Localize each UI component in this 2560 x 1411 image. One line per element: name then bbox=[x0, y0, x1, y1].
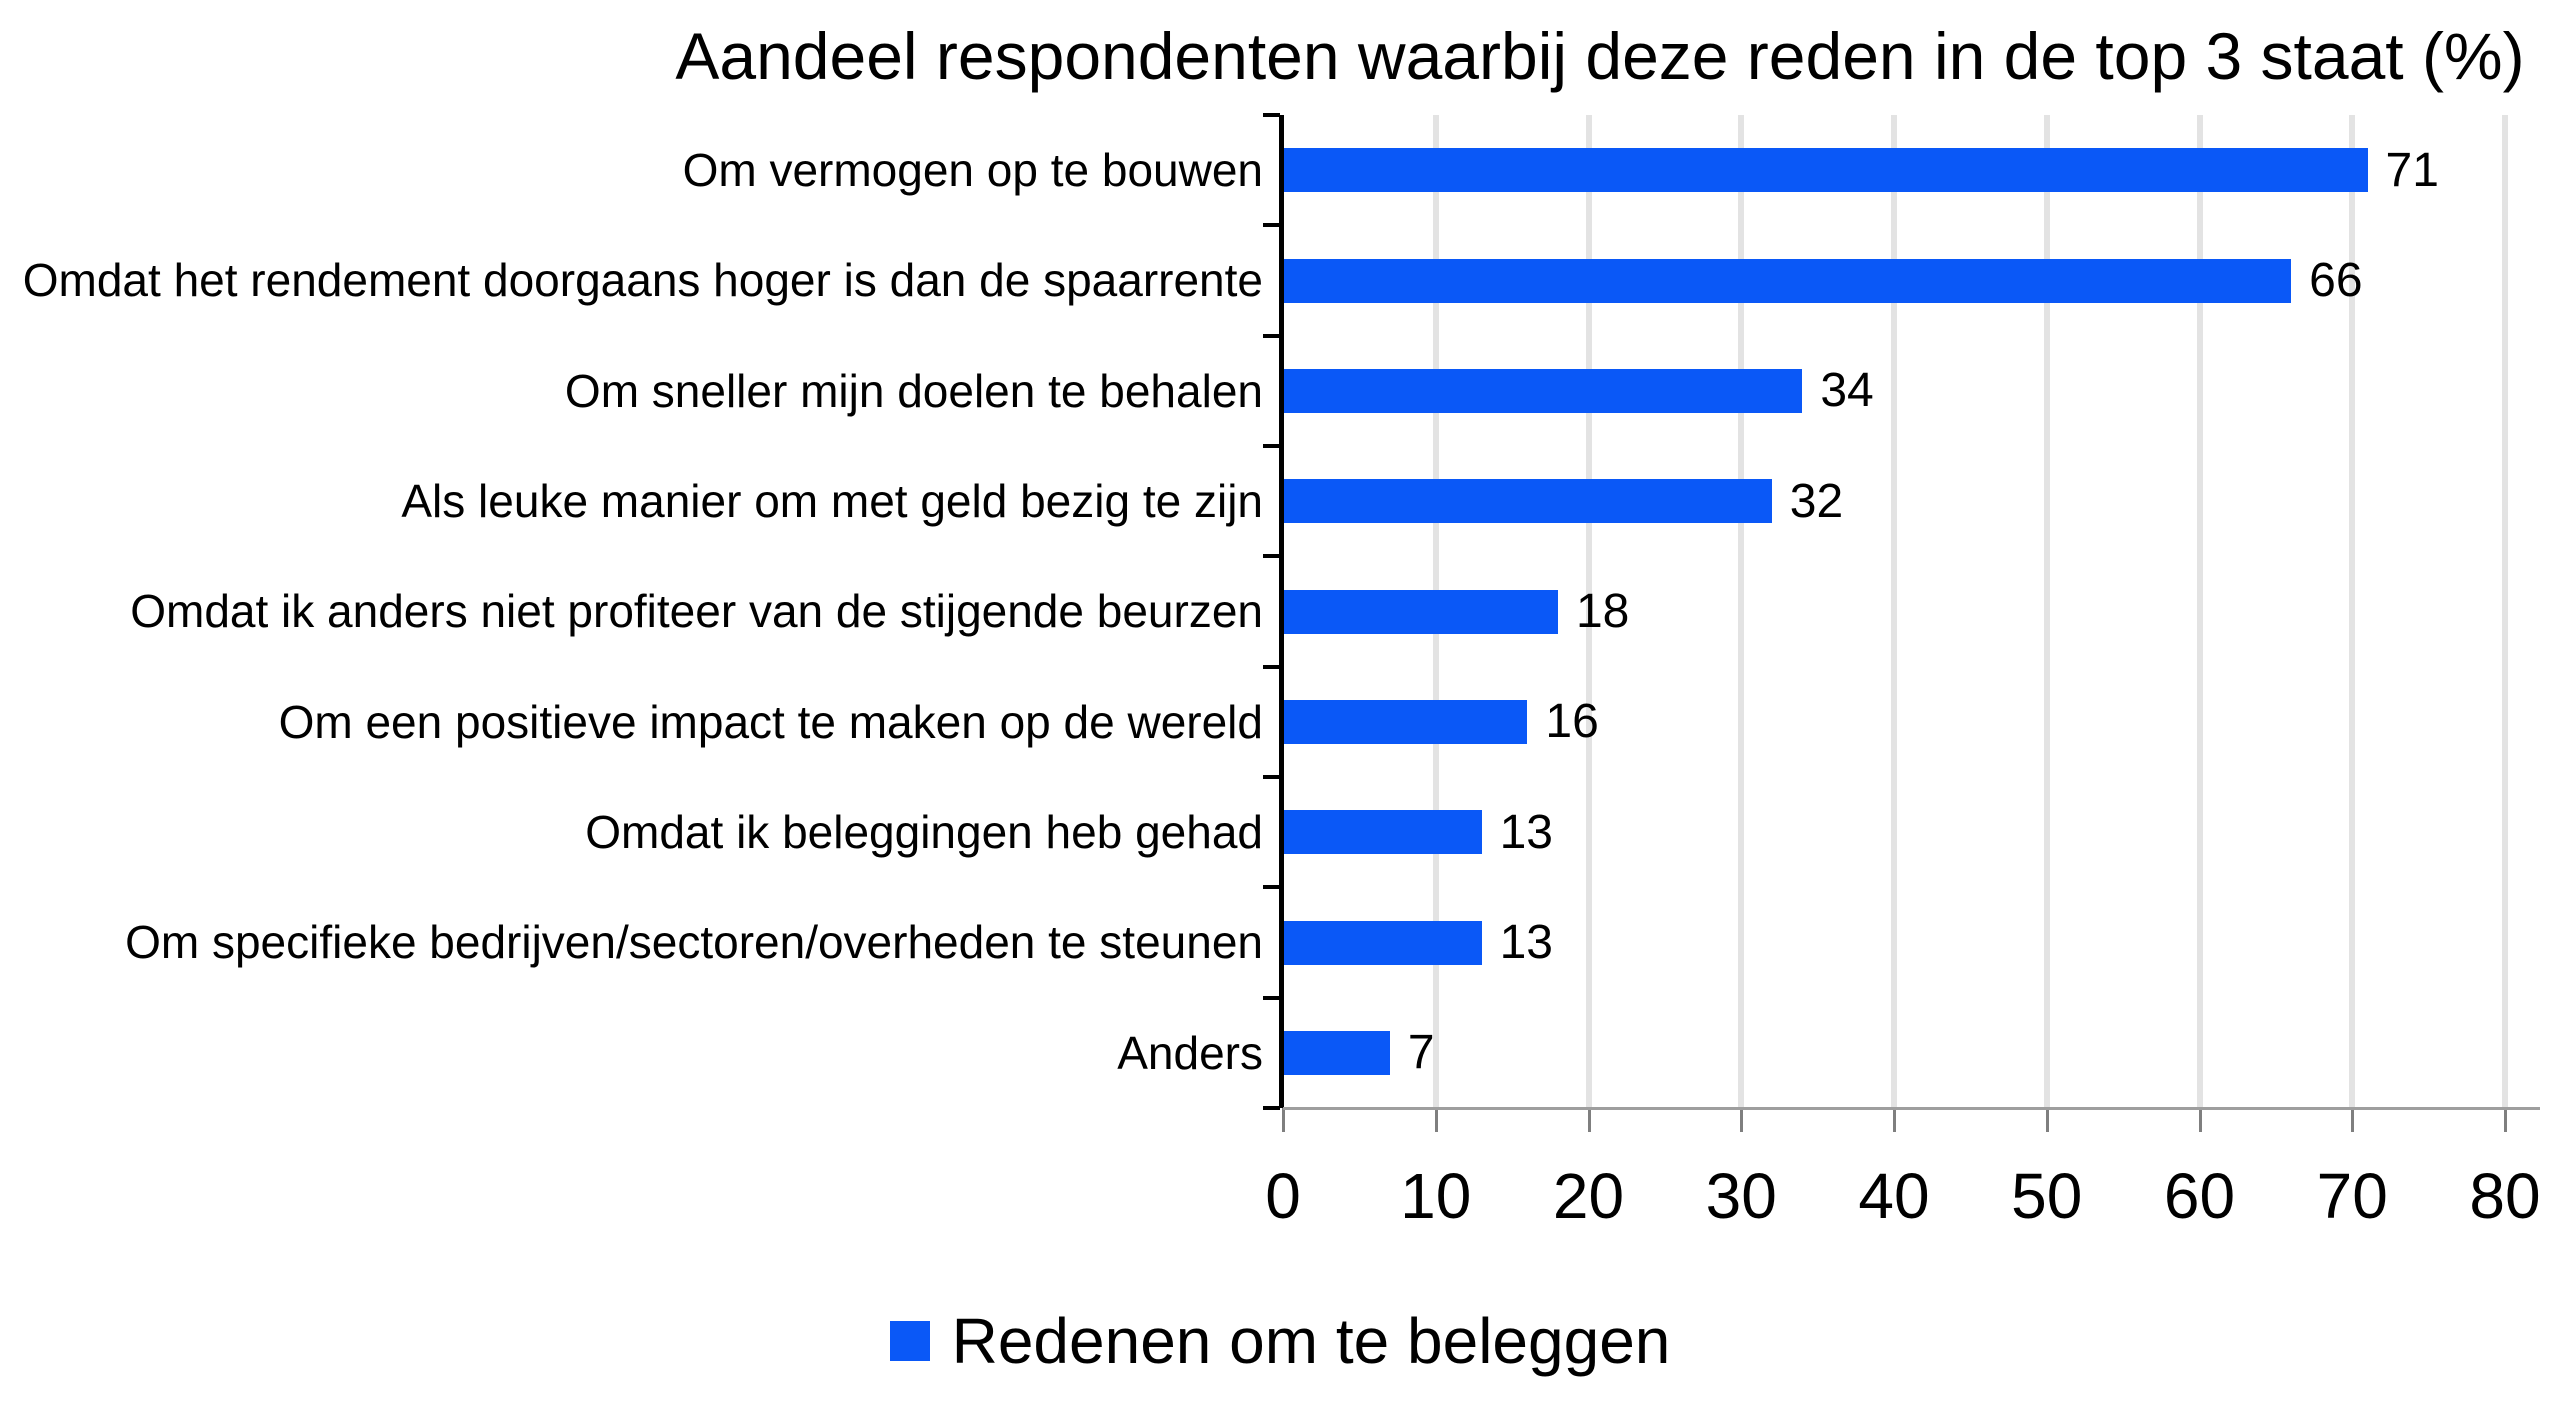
x-axis-line bbox=[1283, 1107, 2540, 1110]
x-axis-tick bbox=[1740, 1108, 1744, 1132]
value-label: 18 bbox=[1575, 584, 1630, 638]
x-axis-tick bbox=[1587, 1108, 1591, 1132]
category-label: Omdat ik anders niet profiteer van de st… bbox=[130, 585, 1263, 638]
bar bbox=[1283, 699, 1528, 744]
x-axis-tick bbox=[2504, 1108, 2507, 1132]
category-label: Omdat het rendement doorgaans hoger is d… bbox=[22, 254, 1263, 307]
gridline bbox=[1585, 115, 1592, 1108]
y-axis-tick bbox=[1263, 664, 1280, 669]
chart-title: Aandeel respondenten waarbij deze reden … bbox=[675, 19, 2525, 93]
y-axis-tick bbox=[1263, 444, 1280, 448]
x-axis-tick bbox=[2351, 1108, 2355, 1132]
y-axis-tick bbox=[1263, 995, 1280, 1000]
value-label: 13 bbox=[1499, 915, 1553, 969]
x-axis-tick-label: 80 bbox=[2469, 1160, 2541, 1232]
value-label: 66 bbox=[2309, 253, 2363, 307]
bar bbox=[1283, 1030, 1390, 1075]
y-axis-tick bbox=[1263, 333, 1280, 338]
bar bbox=[1283, 368, 1803, 413]
gridline bbox=[1738, 115, 1745, 1108]
category-label: Om specifieke bedrijven/sectoren/overhed… bbox=[125, 916, 1263, 969]
x-axis-tick-label: 30 bbox=[1705, 1160, 1777, 1232]
x-axis-tick-label: 50 bbox=[2011, 1160, 2083, 1232]
value-label: 7 bbox=[1407, 1026, 1435, 1080]
value-label: 32 bbox=[1789, 474, 1844, 528]
x-axis-tick bbox=[1434, 1108, 1438, 1132]
gridline bbox=[2502, 115, 2508, 1108]
value-label: 16 bbox=[1545, 695, 1599, 749]
gridline bbox=[2349, 115, 2356, 1108]
x-axis-tick-label: 40 bbox=[1858, 1160, 1930, 1232]
category-label: Om sneller mijn doelen te behalen bbox=[564, 364, 1263, 417]
legend-swatch-icon bbox=[889, 1321, 930, 1361]
gridline bbox=[2043, 115, 2050, 1108]
gridline bbox=[1891, 115, 1897, 1108]
plot-area: 71 66 34 32 18 16 13 13 7 bbox=[1263, 113, 2540, 1132]
category-label: Als leuke manier om met geld bezig te zi… bbox=[401, 475, 1263, 528]
gridline bbox=[2196, 115, 2203, 1108]
x-axis-tick-label: 0 bbox=[1265, 1160, 1301, 1232]
legend-label: Redenen om te beleggen bbox=[951, 1305, 1671, 1377]
x-axis-tick bbox=[2198, 1108, 2202, 1132]
bar bbox=[1283, 148, 2368, 193]
x-axis-tick bbox=[2045, 1108, 2049, 1132]
bar bbox=[1283, 258, 2292, 303]
x-axis-tick-label: 70 bbox=[2316, 1160, 2388, 1232]
category-label: Om een positieve impact te maken op de w… bbox=[278, 695, 1263, 748]
value-label: 13 bbox=[1499, 805, 1553, 859]
bar bbox=[1283, 920, 1482, 965]
category-label: Anders bbox=[1117, 1026, 1263, 1079]
category-label: Om vermogen op te bouwen bbox=[682, 144, 1263, 197]
y-axis-tick bbox=[1263, 223, 1280, 228]
x-axis-tick bbox=[1282, 1108, 1285, 1132]
value-label: 71 bbox=[2385, 143, 2439, 197]
value-label: 34 bbox=[1820, 364, 1874, 418]
y-axis-line bbox=[1279, 115, 1284, 1108]
x-axis-tick-label: 20 bbox=[1552, 1160, 1625, 1232]
x-axis-tick bbox=[1893, 1108, 1896, 1132]
y-axis-tick bbox=[1263, 554, 1280, 559]
y-axis-tick bbox=[1263, 113, 1280, 117]
y-axis-tick bbox=[1263, 1106, 1280, 1110]
x-axis-tick-label: 60 bbox=[2163, 1160, 2236, 1232]
bar bbox=[1283, 810, 1482, 855]
y-axis-tick bbox=[1263, 885, 1280, 890]
bar bbox=[1283, 589, 1558, 634]
x-axis-tick-label: 10 bbox=[1400, 1160, 1472, 1232]
category-label: Omdat ik beleggingen heb gehad bbox=[585, 806, 1263, 859]
bar bbox=[1283, 479, 1772, 524]
legend: Redenen om te beleggen bbox=[0, 1298, 2560, 1384]
y-axis-tick bbox=[1263, 775, 1280, 779]
